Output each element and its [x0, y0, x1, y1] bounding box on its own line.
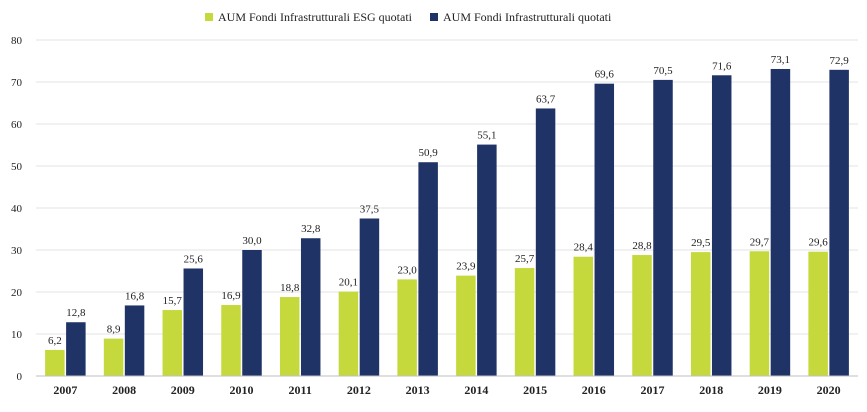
bar-total-2014: [477, 144, 497, 376]
x-tick-label: 2007: [53, 383, 77, 397]
data-labels: 6,2 12,8 8,9 16,8 15,7 25,6 16,9 30,0 18,8 32,8 20…: [48, 54, 849, 347]
data-label: 23,9: [456, 261, 476, 273]
x-tick-label: 2012: [347, 383, 371, 397]
data-label: 72,9: [830, 55, 850, 67]
gridlines: [36, 39, 858, 335]
bar-esg-2016: [573, 256, 594, 376]
data-label: 63,7: [536, 93, 556, 105]
data-label: 8,9: [107, 324, 121, 336]
x-tick-label: 2010: [230, 383, 254, 397]
bar-total-2007: [66, 322, 86, 376]
bar-total-2010: [242, 250, 262, 376]
data-label: 29,7: [750, 236, 770, 248]
legend-label: AUM Fondi Infrastrutturali ESG quotati: [218, 10, 413, 24]
data-label: 25,7: [515, 253, 535, 265]
bar-esg-2008: [103, 338, 124, 376]
bar-total-2020: [829, 69, 849, 376]
y-tick-label: 40: [11, 203, 23, 215]
data-label: 20,1: [339, 277, 358, 289]
bar-esg-2020: [808, 251, 828, 376]
bar-esg-2012: [338, 291, 359, 376]
x-tick-label: 2016: [582, 383, 606, 397]
bar-total-2015: [535, 108, 556, 377]
legend-item-total: AUM Fondi Infrastrutturali quotati: [430, 10, 612, 24]
data-label: 6,2: [48, 335, 62, 347]
y-tick-label: 70: [11, 77, 23, 89]
data-label: 30,0: [242, 235, 262, 247]
data-label: 69,6: [595, 69, 615, 81]
data-label: 29,6: [809, 237, 829, 249]
data-label: 55,1: [477, 130, 496, 142]
x-tick-label: 2013: [406, 383, 430, 397]
data-label: 28,8: [632, 240, 652, 252]
legend-item-esg: AUM Fondi Infrastrutturali ESG quotati: [205, 10, 413, 24]
data-label: 12,8: [66, 307, 86, 319]
x-tick-label: 2020: [817, 383, 841, 397]
bar-esg-2007: [45, 349, 65, 376]
data-label: 50,9: [419, 147, 439, 159]
bar-total-2008: [124, 305, 145, 376]
bar-esg-2009: [162, 310, 183, 376]
y-tick-label: 20: [11, 287, 23, 299]
data-label: 28,4: [574, 242, 594, 254]
x-tick-label: 2019: [758, 383, 782, 397]
bar-total-2011: [300, 238, 321, 376]
data-label: 25,6: [184, 253, 204, 265]
data-label: 70,5: [653, 65, 673, 77]
data-label: 37,5: [360, 204, 380, 216]
data-label: 71,6: [712, 60, 732, 72]
bar-esg-2017: [632, 255, 652, 376]
data-label: 29,5: [691, 237, 711, 249]
bar-esg-2018: [690, 252, 711, 376]
bar-total-2018: [711, 75, 732, 376]
data-label: 32,8: [301, 223, 321, 235]
bar-total-2013: [418, 162, 438, 376]
bar-total-2017: [653, 79, 673, 377]
y-tick-label: 60: [11, 119, 23, 131]
x-tick-label: 2009: [171, 383, 195, 397]
data-label: 18,8: [280, 282, 300, 294]
x-tick-label: 2017: [641, 383, 665, 397]
bar-esg-2011: [279, 297, 300, 376]
y-tick-label: 80: [11, 35, 23, 47]
legend: AUM Fondi Infrastrutturali ESG quotati AU…: [205, 10, 612, 24]
legend-swatch: [205, 13, 213, 21]
x-tick-label: 2018: [699, 383, 723, 397]
bar-esg-2013: [397, 279, 417, 376]
y-tick-label: 30: [11, 245, 23, 257]
bar-total-2016: [594, 83, 615, 377]
data-label: 16,8: [125, 290, 145, 302]
legend-label: AUM Fondi Infrastrutturali quotati: [443, 10, 612, 24]
y-axis: 0 10 20 30 40 50 60 70 80: [11, 35, 23, 383]
x-tick-label: 2008: [112, 383, 136, 397]
bar-esg-2015: [514, 268, 535, 376]
bars: [45, 68, 849, 377]
x-axis: 2007 2008 2009 2010 2011 2012 2013 2014 2015 2016…: [53, 383, 840, 397]
bar-total-2012: [359, 218, 380, 376]
legend-swatch: [430, 13, 438, 21]
bar-total-2019: [770, 68, 791, 376]
bar-esg-2019: [749, 251, 770, 376]
data-label: 73,1: [771, 54, 790, 66]
bar-esg-2010: [221, 305, 241, 376]
bar-esg-2014: [456, 275, 476, 376]
y-tick-label: 0: [17, 371, 23, 383]
bar-total-2009: [183, 268, 204, 376]
x-tick-label: 2011: [289, 383, 312, 397]
y-tick-label: 50: [11, 161, 23, 173]
data-label: 23,0: [398, 264, 418, 276]
data-label: 16,9: [221, 290, 241, 302]
x-tick-label: 2014: [464, 383, 488, 397]
y-tick-label: 10: [11, 329, 23, 341]
data-label: 15,7: [163, 295, 183, 307]
x-tick-label: 2015: [523, 383, 547, 397]
